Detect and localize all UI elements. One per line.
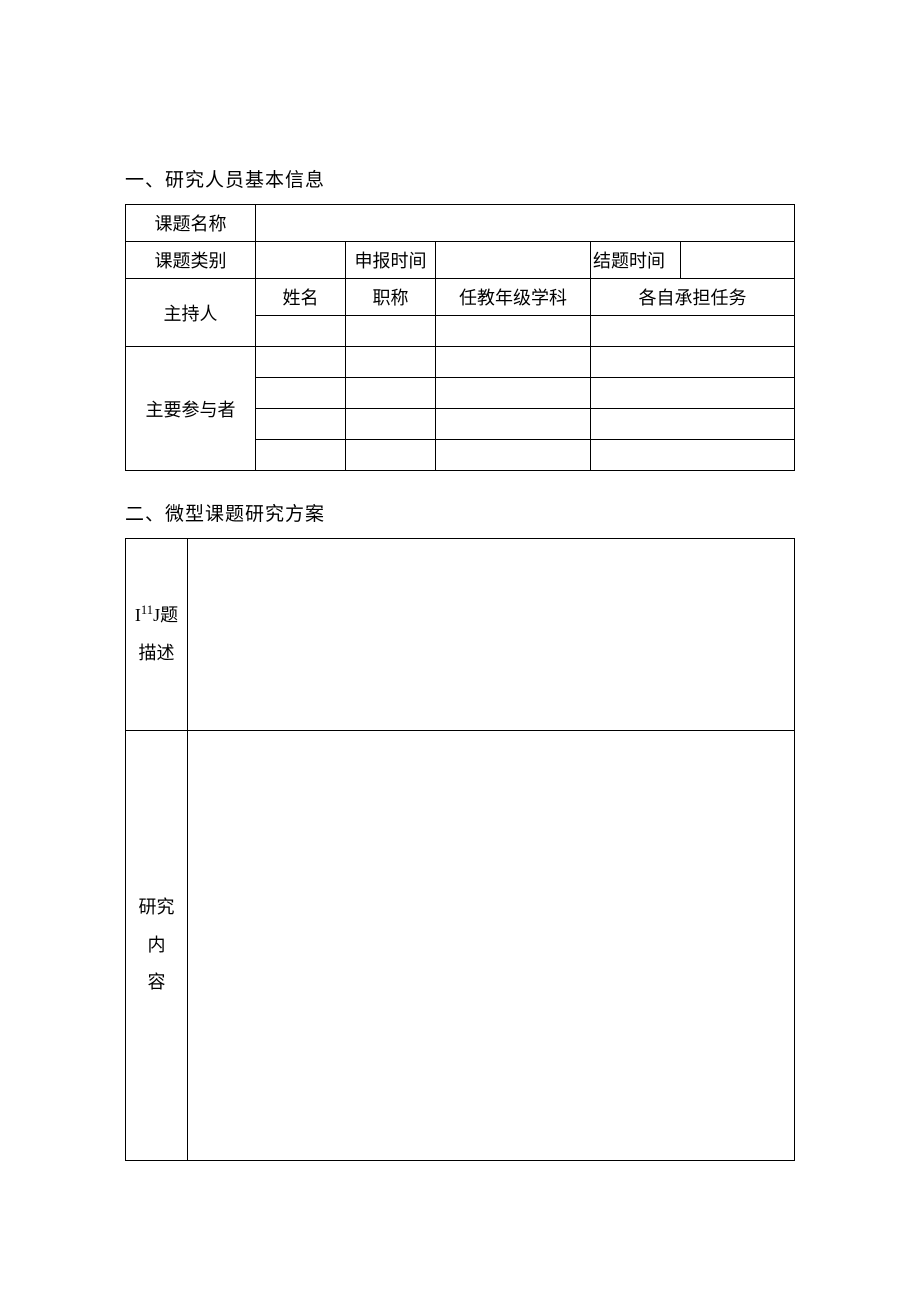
participant-title (346, 409, 436, 440)
participant-task (591, 378, 795, 409)
research-plan-table: I11J题描述 研究内容 (125, 538, 795, 1161)
participant-task (591, 440, 795, 471)
participants-label: 主要参与者 (126, 347, 256, 471)
host-subject-value (436, 316, 591, 347)
end-time-label: 结题时间 (591, 242, 681, 279)
participant-name (256, 409, 346, 440)
participant-name (256, 347, 346, 378)
declare-time-value (436, 242, 591, 279)
host-name-value (256, 316, 346, 347)
participant-title (346, 347, 436, 378)
topic-category-value (256, 242, 346, 279)
table-row: 主要参与者 (126, 347, 795, 378)
table-row: 课题名称 (126, 205, 795, 242)
end-time-value (681, 242, 795, 279)
topic-name-label: 课题名称 (126, 205, 256, 242)
problem-description-value (188, 539, 795, 731)
section2-heading: 二、微型课题研究方案 (125, 499, 795, 526)
host-task-value (591, 316, 795, 347)
section1-heading: 一、研究人员基本信息 (125, 165, 795, 192)
participant-task (591, 347, 795, 378)
participant-subject (436, 440, 591, 471)
participant-title (346, 378, 436, 409)
topic-name-value (256, 205, 795, 242)
personnel-info-table: 课题名称 课题类别 申报时间 结题时间 主持人 姓名 职称 任教年级学科 各自承… (125, 204, 795, 471)
table-row: 课题类别 申报时间 结题时间 (126, 242, 795, 279)
research-content-label: 研究内容 (126, 731, 188, 1161)
participant-name (256, 378, 346, 409)
participant-task (591, 409, 795, 440)
document-page: 一、研究人员基本信息 课题名称 课题类别 申报时间 结题时间 主持人 姓名 职称… (0, 0, 920, 1161)
topic-category-label: 课题类别 (126, 242, 256, 279)
problem-description-label: I11J题描述 (126, 539, 188, 731)
table-row: I11J题描述 (126, 539, 795, 731)
header-task: 各自承担任务 (591, 279, 795, 316)
host-title-value (346, 316, 436, 347)
declare-time-label: 申报时间 (346, 242, 436, 279)
participant-subject (436, 347, 591, 378)
participant-name (256, 440, 346, 471)
participant-subject (436, 378, 591, 409)
header-name: 姓名 (256, 279, 346, 316)
participant-title (346, 440, 436, 471)
header-subject: 任教年级学科 (436, 279, 591, 316)
table-row: 主持人 姓名 职称 任教年级学科 各自承担任务 (126, 279, 795, 316)
table-row: 研究内容 (126, 731, 795, 1161)
research-content-value (188, 731, 795, 1161)
host-label: 主持人 (126, 279, 256, 347)
header-title: 职称 (346, 279, 436, 316)
participant-subject (436, 409, 591, 440)
